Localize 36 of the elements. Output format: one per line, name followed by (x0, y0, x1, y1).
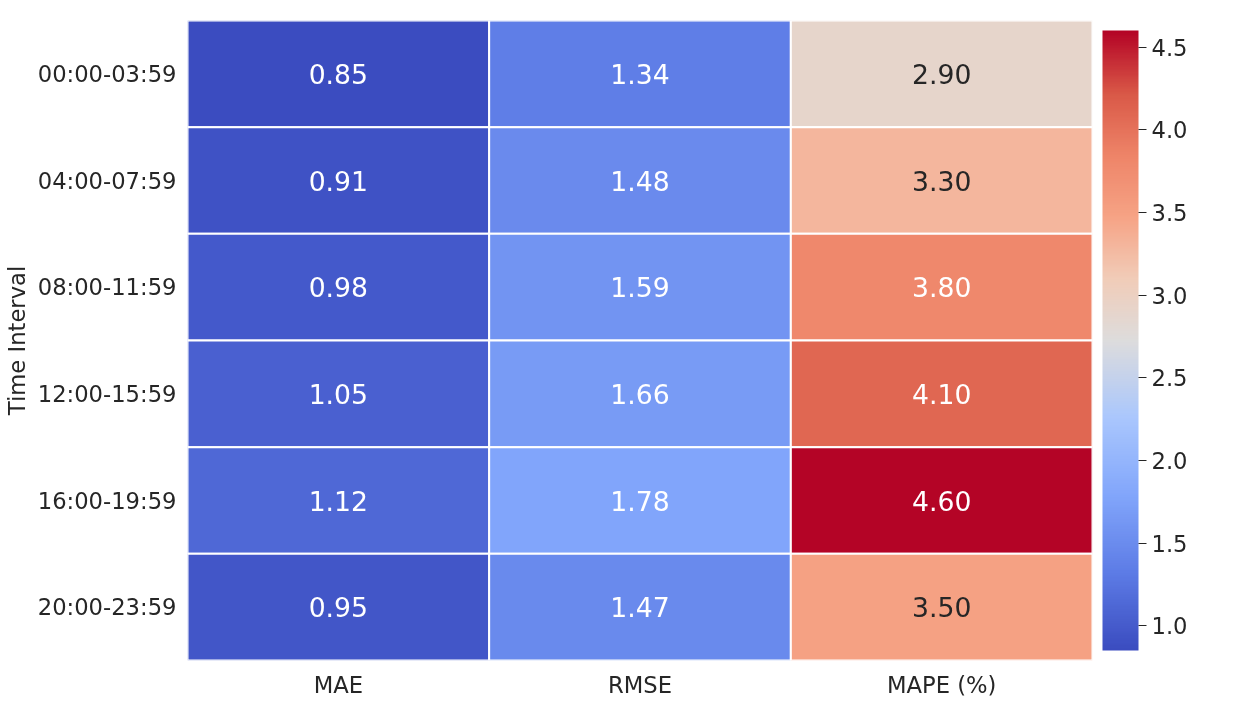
data-label: 2.90 (911, 58, 972, 90)
y-tick-label: 04:00-07:59 (37, 167, 177, 194)
x-tick-label: RMSE (608, 671, 673, 698)
data-label: 3.30 (911, 165, 972, 197)
x-tick-label: MAPE (%) (886, 671, 997, 698)
data-label: 1.12 (308, 485, 369, 517)
data-label: 0.95 (308, 592, 369, 624)
data-label: 0.85 (308, 58, 369, 90)
data-label: 1.05 (308, 378, 369, 410)
y-tick-label: 12:00-15:59 (37, 380, 177, 407)
color-bar-label: 4.5 (1151, 34, 1188, 61)
color-bar-label: 3.0 (1151, 282, 1188, 309)
color-bar-label: 4.0 (1151, 117, 1188, 144)
data-label: 1.47 (610, 592, 670, 624)
color-bar-label: 3.5 (1151, 199, 1188, 226)
data-label: 1.34 (610, 58, 670, 90)
x-tick-label: MAE (313, 671, 364, 698)
y-tick-label: 08:00-11:59 (37, 274, 177, 301)
color-bar-label: 2.5 (1151, 365, 1188, 392)
data-label: 0.91 (308, 165, 369, 197)
data-label: 0.98 (308, 272, 369, 304)
data-label: 1.78 (610, 485, 670, 517)
data-label: 3.80 (911, 272, 972, 304)
y-tick-label: 00:00-03:59 (37, 60, 177, 87)
data-label: 4.60 (911, 485, 972, 517)
data-label: 1.59 (610, 272, 670, 304)
color-bar-label: 1.0 (1151, 613, 1188, 640)
data-label: 4.10 (911, 378, 972, 410)
color-bar-label: 2.0 (1151, 447, 1188, 474)
data-label: 1.66 (610, 378, 670, 410)
color-bar-label: 1.5 (1151, 530, 1188, 557)
data-label: 1.48 (610, 165, 670, 197)
y-tick-label: 20:00-23:59 (37, 594, 177, 621)
data-label: 3.50 (911, 592, 972, 624)
y-axis-title: Time Interval (3, 265, 30, 417)
y-tick-label: 16:00-19:59 (37, 487, 177, 514)
